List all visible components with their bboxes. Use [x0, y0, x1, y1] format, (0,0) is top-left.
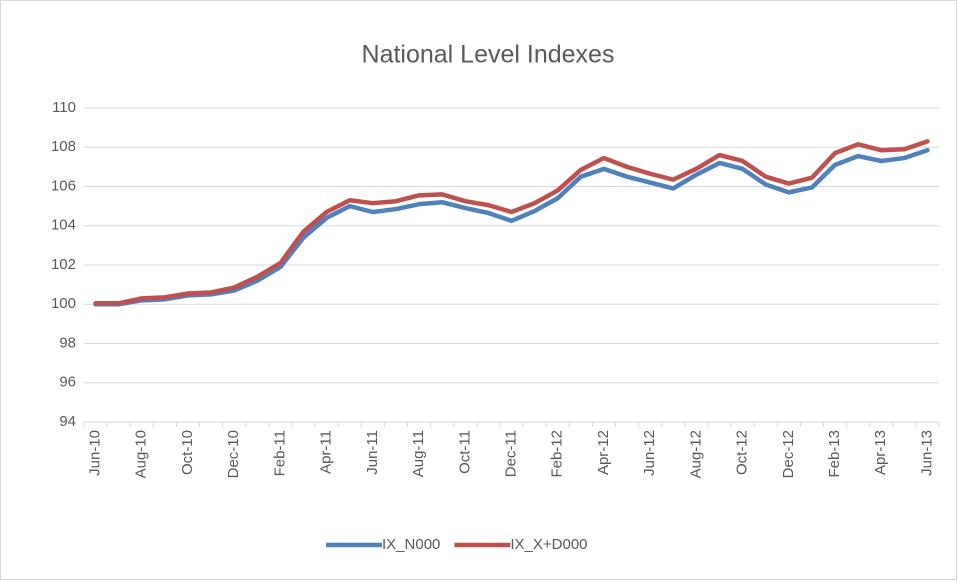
legend-label: IX_N000 [382, 536, 440, 553]
y-tick-label: 94 [59, 413, 76, 430]
x-tick-label: Oct-10 [179, 430, 196, 475]
x-tick-label: Aug-11 [410, 430, 427, 477]
y-tick-label: 108 [51, 138, 76, 155]
y-tick-label: 102 [51, 256, 76, 273]
y-tick-label: 100 [51, 295, 76, 312]
x-tick-label: Dec-10 [225, 430, 242, 478]
x-tick-label: Oct-11 [456, 430, 473, 474]
x-tick-label: Jun-12 [641, 430, 658, 476]
x-tick-label: Oct-12 [734, 430, 751, 475]
line-series [93, 147, 930, 307]
x-tick-label: Apr-11 [318, 430, 335, 474]
x-tick-label: Jun-13 [918, 430, 935, 476]
line-series [93, 139, 930, 306]
y-tick-label: 96 [59, 374, 76, 391]
x-tick-label: Dec-12 [780, 430, 797, 478]
x-tick-label: Jun-11 [364, 430, 381, 475]
y-tick-label: 98 [59, 334, 76, 351]
x-tick-label: Aug-10 [133, 430, 150, 478]
x-tick-label: Feb-13 [826, 430, 843, 478]
x-tick-label: Apr-13 [872, 430, 889, 475]
legend-label: IX_X+D000 [510, 536, 587, 553]
x-tick-label: Aug-12 [687, 430, 704, 478]
y-tick-label: 104 [51, 217, 76, 234]
x-tick-label: Apr-12 [595, 430, 612, 475]
chart-title: National Level Indexes [362, 41, 615, 69]
x-tick-label: Dec-11 [502, 430, 519, 477]
y-tick-label: 106 [51, 177, 76, 194]
y-tick-label: 110 [52, 99, 76, 116]
x-tick-label: Jun-10 [87, 430, 104, 476]
x-tick-label: Feb-11 [271, 430, 288, 476]
x-tick-label: Feb-12 [549, 430, 566, 478]
